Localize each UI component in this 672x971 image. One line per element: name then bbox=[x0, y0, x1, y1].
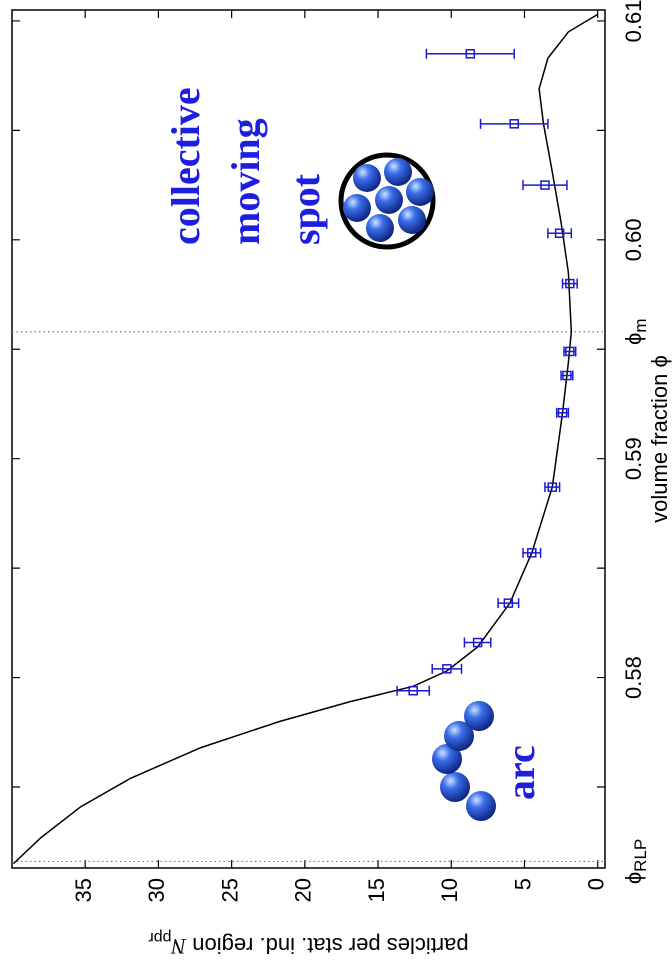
x-tick-label: 0.59 bbox=[621, 437, 646, 480]
y-tick-label: 10 bbox=[437, 878, 462, 902]
reference-subscript: RLP bbox=[631, 839, 650, 872]
plot-frame bbox=[12, 10, 605, 868]
y-tick-label: 30 bbox=[144, 878, 169, 902]
x-axis-title: volume fraction ϕ bbox=[647, 355, 672, 523]
annotation: collective bbox=[163, 87, 208, 245]
reference-symbol: ϕ bbox=[621, 333, 646, 345]
reference-label: ϕm bbox=[621, 319, 651, 346]
reference-subscript: m bbox=[631, 319, 650, 333]
y-axis-title-subscript: ppr bbox=[148, 929, 172, 946]
y-axis-title-text: particles per stat. ind. region bbox=[186, 933, 468, 958]
y-axis-title: particles per stat. ind. region Nppr bbox=[148, 929, 469, 959]
reference-label: ϕRLP bbox=[621, 839, 651, 884]
annotation: spot bbox=[283, 173, 328, 245]
y-tick-label: 15 bbox=[364, 878, 389, 902]
chart: 0.580.590.600.6105101520253035ϕRLPϕmvolu… bbox=[0, 0, 672, 966]
y-tick-label: 25 bbox=[217, 878, 242, 902]
y-tick-label: 20 bbox=[291, 878, 316, 902]
spot-icon bbox=[341, 155, 434, 247]
y-tick-label: 35 bbox=[71, 878, 96, 902]
x-tick-label: 0.58 bbox=[621, 656, 646, 699]
x-tick-label: 0.60 bbox=[621, 218, 646, 261]
annotation: moving bbox=[223, 118, 268, 245]
arc-icon bbox=[432, 701, 496, 821]
reference-symbol: ϕ bbox=[621, 872, 646, 884]
fit-curve bbox=[13, 14, 597, 863]
rotated-plot: 0.580.590.600.6105101520253035ϕRLPϕmvolu… bbox=[12, 0, 672, 959]
y-tick-label: 5 bbox=[510, 878, 535, 890]
y-tick-label: 0 bbox=[583, 878, 608, 890]
y-axis-title-symbol: N bbox=[170, 934, 187, 959]
x-tick-label: 0.61 bbox=[621, 0, 646, 42]
annotation: arc bbox=[498, 745, 543, 800]
